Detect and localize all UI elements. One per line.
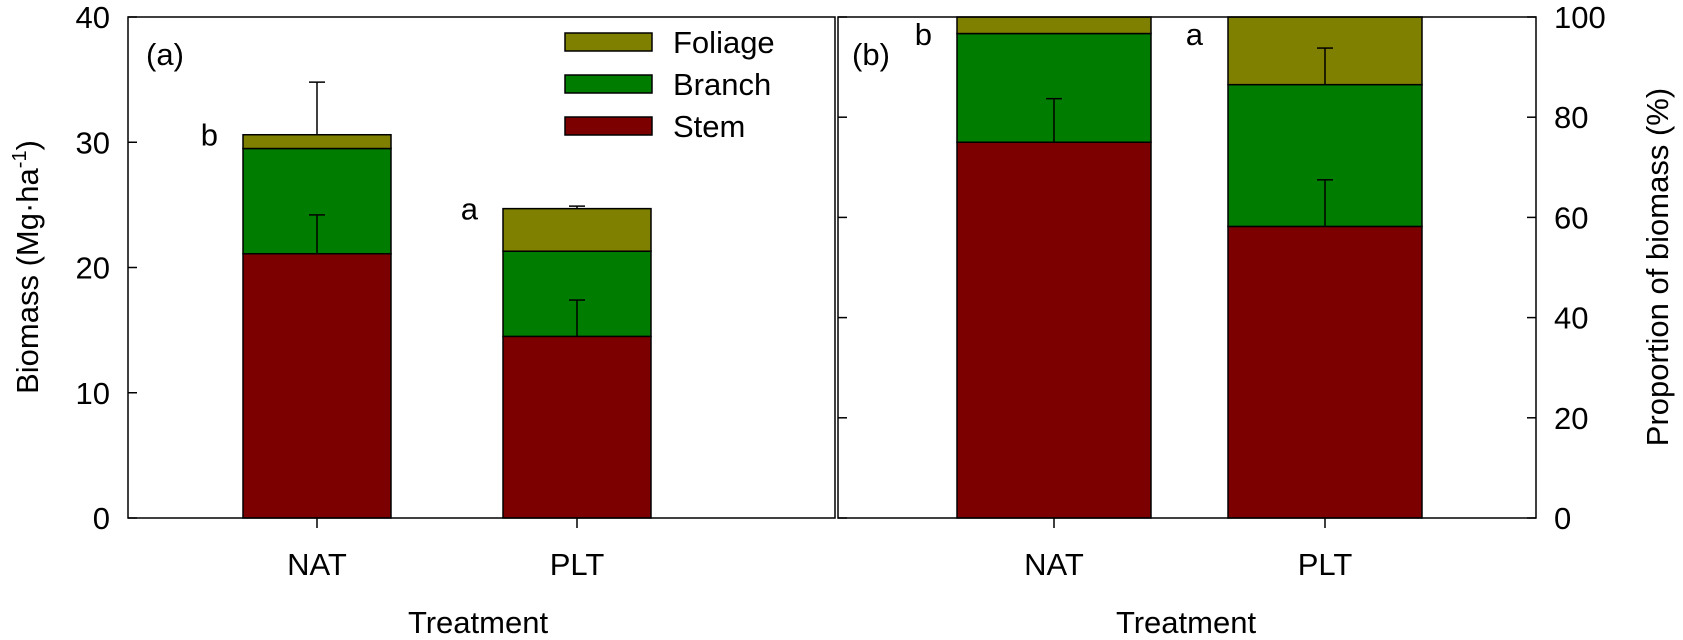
y-tick-label: 20 [76,251,110,286]
y-axis-title-superscript: -1 [9,150,31,168]
legend-item-stem: Stem [564,109,745,144]
x-tick-label-plt: PLT [550,547,605,582]
panel-b-x-ticks: NAT PLT [1024,518,1352,582]
error-bar-plt-branch [1317,47,1333,85]
significance-label-nat: b [201,118,218,153]
bar-plt-foliage [502,207,652,252]
panel-b-y-axis-title: Proportion of biomass (%) [1640,88,1675,446]
bar-nat-foliage [956,16,1152,35]
y-axis-title-main: Biomass (Mg·ha [10,167,45,393]
error-bar-plt-stem [569,299,585,337]
panel-a-x-axis-title: Treatment [408,605,549,640]
x-tick-label-nat: NAT [1024,547,1084,582]
bar-plt-stem [1227,225,1423,519]
legend-swatch-branch [564,74,653,94]
panel-b: 0 20 40 60 80 100 NAT PLT (b) Treatment Propor… [837,0,1675,640]
error-bar-plt-stem [1317,179,1333,227]
y-tick-label: 40 [76,0,110,35]
legend-label-stem: Stem [673,109,745,144]
significance-label-nat: b [915,17,932,52]
bar-nat-stem [956,141,1152,519]
x-tick-label-nat: NAT [287,547,347,582]
y-tick-label: 30 [76,125,110,160]
significance-label-plt: a [1186,17,1204,52]
panel-a-significance-labels: ba [201,118,479,227]
y-tick-label: 20 [1554,401,1588,436]
legend-item-foliage: Foliage [564,25,775,60]
legend-item-branch: Branch [564,67,771,102]
panel-a-error-bars [309,81,585,337]
y-tick-label: 80 [1554,100,1588,135]
bar-plt-stem [502,335,652,519]
legend-label-foliage: Foliage [673,25,775,60]
panel-a: 0 10 20 30 40 NAT PLT (a) Treatment Biomass (… [9,0,836,640]
y-axis-title-close: ) [10,140,45,150]
panel-a-label: (a) [146,37,184,72]
panel-b-frame [837,16,1537,519]
bar-nat-foliage [242,133,392,150]
error-bar-nat-stem [309,214,325,254]
legend: Foliage Branch Stem [564,25,775,144]
legend-label-branch: Branch [673,67,771,102]
legend-swatch-foliage [564,32,653,52]
x-tick-label-plt: PLT [1298,547,1353,582]
error-bar-nat-stem [1046,97,1062,143]
panel-b-bars [956,16,1423,519]
panel-b-y-ticks: 0 20 40 60 80 100 [838,0,1606,536]
y-tick-label: 100 [1554,0,1606,35]
significance-label-plt: a [461,192,479,227]
y-tick-label: 0 [1554,501,1571,536]
y-tick-label: 40 [1554,301,1588,336]
panel-b-x-axis-title: Treatment [1116,605,1257,640]
y-tick-label: 10 [76,376,110,411]
bar-nat-stem [242,252,392,519]
error-bar-plt-foliage [569,205,585,209]
panel-b-error-bars [1046,47,1333,227]
panel-a-bars [242,133,652,519]
panel-a-y-ticks: 0 10 20 30 40 [76,0,137,536]
panel-a-y-axis-title: Biomass (Mg·ha-1) [9,140,45,394]
y-tick-label: 60 [1554,200,1588,235]
panel-a-x-ticks: NAT PLT [287,518,604,582]
error-bar-nat-foliage [309,81,325,135]
legend-swatch-stem [564,116,653,136]
y-tick-label: 0 [93,501,110,536]
panel-b-label: (b) [852,37,890,72]
